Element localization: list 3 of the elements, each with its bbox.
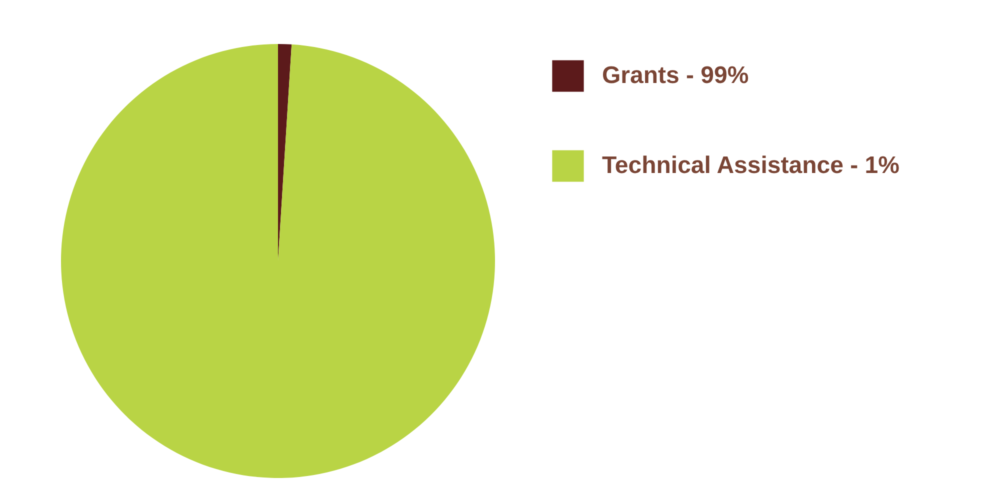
legend-label: Technical Assistance - 1% [602, 152, 900, 179]
legend-label: Grants - 99% [602, 62, 749, 89]
pie-slice [61, 44, 495, 478]
